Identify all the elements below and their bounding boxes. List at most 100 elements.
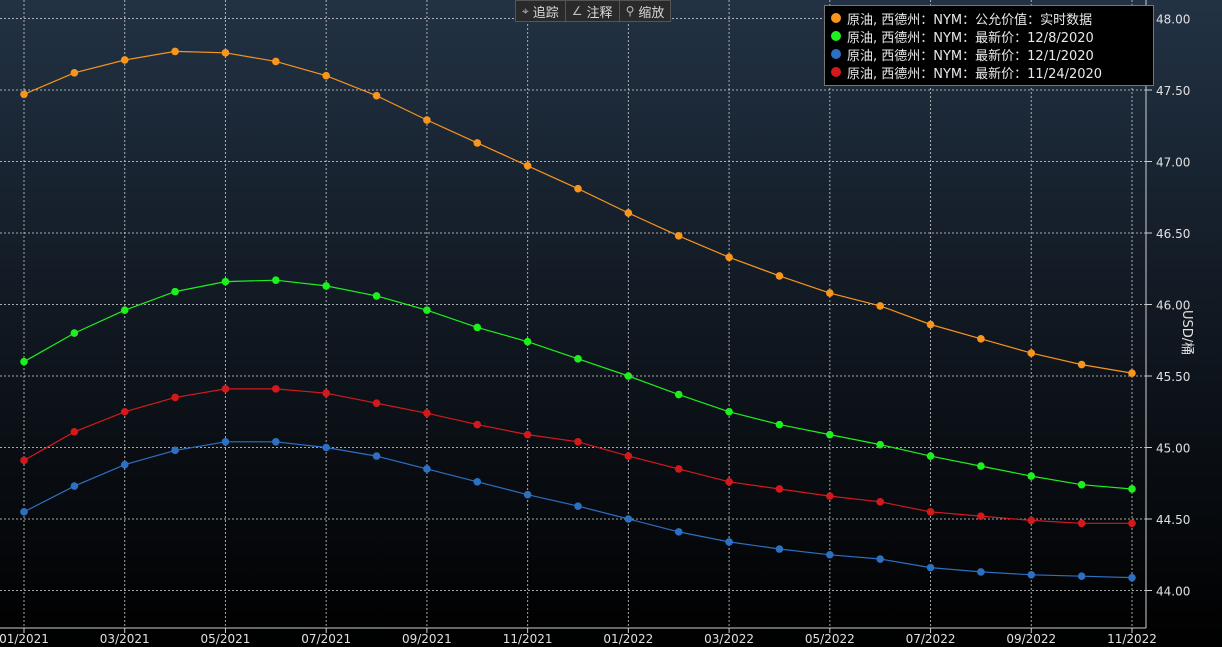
data-point	[221, 437, 230, 446]
y-tick-label: 46.00	[1156, 299, 1190, 313]
series-3	[20, 385, 1136, 528]
series-0	[20, 47, 1136, 377]
series-layer	[20, 47, 1136, 582]
data-point	[624, 209, 633, 217]
data-point	[20, 90, 28, 99]
data-point	[523, 430, 532, 439]
data-point	[1077, 572, 1086, 580]
x-tick-label: 05/2021	[201, 632, 251, 646]
data-point	[725, 253, 733, 262]
data-point	[423, 465, 431, 473]
x-tick-label: 11/2022	[1107, 632, 1157, 646]
data-point	[523, 490, 532, 499]
legend-marker	[831, 13, 841, 23]
grid	[0, 0, 1146, 628]
data-point	[120, 306, 129, 315]
y-tick-label: 44.00	[1156, 585, 1190, 599]
x-tick-label: 09/2021	[402, 632, 452, 646]
data-point	[876, 555, 884, 563]
data-point	[473, 478, 482, 486]
legend-item[interactable]: 原油, 西德州：NYM：公允价值：实时数据	[831, 9, 1147, 28]
y-tick-label: 44.50	[1156, 513, 1190, 527]
y-axis-label: USD/桶	[1179, 310, 1194, 356]
legend-label: 原油, 西德州：NYM：最新价：12/8/2020	[847, 30, 1094, 46]
data-point	[926, 320, 935, 329]
legend-marker	[831, 67, 841, 77]
data-point	[221, 385, 230, 393]
data-point	[1077, 519, 1086, 528]
legend: 原油, 西德州：NYM：公允价值：实时数据 原油, 西德州：NYM：最新价：12…	[824, 5, 1154, 86]
legend-item[interactable]: 原油, 西德州：NYM：最新价：12/1/2020	[831, 45, 1147, 64]
data-point	[372, 452, 381, 460]
x-tick-label: 03/2022	[704, 632, 754, 646]
data-point	[826, 289, 834, 297]
data-point	[775, 420, 784, 429]
data-point	[826, 550, 834, 559]
data-point	[70, 427, 79, 436]
pencil-icon: ∠	[571, 4, 583, 18]
data-point	[523, 161, 532, 170]
y-tick-label: 47.50	[1156, 84, 1190, 98]
data-point	[674, 232, 683, 240]
data-point	[977, 568, 985, 576]
data-point	[1128, 485, 1136, 493]
data-point	[775, 272, 784, 280]
x-tick-label: 05/2022	[805, 632, 855, 646]
legend-label: 原油, 西德州：NYM：最新价：12/1/2020	[847, 48, 1094, 64]
data-point	[171, 446, 179, 455]
data-point	[1128, 369, 1136, 377]
data-point	[473, 323, 482, 332]
data-point	[674, 390, 683, 399]
x-axis: 01/2021 03/2021 05/2021 07/2021 09/2021 11/20…	[0, 627, 1157, 646]
y-tick-label: 46.50	[1156, 227, 1190, 241]
data-point	[322, 71, 330, 80]
data-point	[372, 292, 381, 300]
data-point	[926, 508, 935, 516]
data-point	[1077, 480, 1086, 489]
x-tick-label: 09/2022	[1006, 632, 1056, 646]
data-point	[171, 287, 179, 296]
data-point	[423, 409, 431, 417]
data-point	[1027, 349, 1036, 357]
data-point	[120, 407, 129, 416]
data-point	[272, 437, 280, 446]
legend-marker	[831, 31, 841, 41]
data-point	[221, 49, 230, 57]
data-point	[876, 498, 884, 506]
data-point	[876, 440, 884, 449]
data-point	[70, 329, 79, 337]
data-point	[775, 545, 784, 553]
data-point	[775, 485, 784, 493]
data-point	[372, 399, 381, 407]
legend-item[interactable]: 原油, 西德州：NYM：最新价：12/8/2020	[831, 27, 1147, 46]
data-point	[926, 563, 935, 572]
data-point	[574, 437, 582, 446]
data-point	[826, 430, 834, 439]
data-point	[826, 492, 834, 500]
data-point	[977, 462, 985, 470]
track-button[interactable]: ⌖ 追踪	[516, 1, 566, 21]
legend-label: 原油, 西德州：NYM：最新价：11/24/2020	[847, 66, 1103, 82]
data-point	[1027, 472, 1036, 480]
y-axis: 44.00 44.50 45.00 45.50 46.00 46.50 47.00 47.50…	[1145, 0, 1190, 628]
data-point	[272, 57, 280, 66]
data-point	[272, 385, 280, 393]
data-point	[423, 116, 431, 124]
x-tick-label: 11/2021	[503, 632, 553, 646]
chart-toolbar: ⌖ 追踪 ∠ 注释 ⚲ 缩放	[515, 0, 672, 22]
series-1	[20, 276, 1136, 493]
annotate-button[interactable]: ∠ 注释	[566, 1, 620, 21]
zoom-button[interactable]: ⚲ 缩放	[620, 1, 671, 21]
data-point	[574, 502, 582, 510]
crosshair-icon: ⌖	[522, 3, 529, 18]
data-point	[473, 139, 482, 147]
data-point	[624, 515, 633, 523]
x-tick-label: 01/2022	[603, 632, 653, 646]
legend-item[interactable]: 原油, 西德州：NYM：最新价：11/24/2020	[831, 63, 1147, 82]
x-tick-label: 07/2021	[301, 632, 351, 646]
x-tick-label: 01/2021	[0, 632, 49, 646]
data-point	[574, 355, 582, 363]
data-point	[1027, 570, 1036, 579]
data-point	[523, 337, 532, 346]
data-point	[272, 276, 280, 284]
